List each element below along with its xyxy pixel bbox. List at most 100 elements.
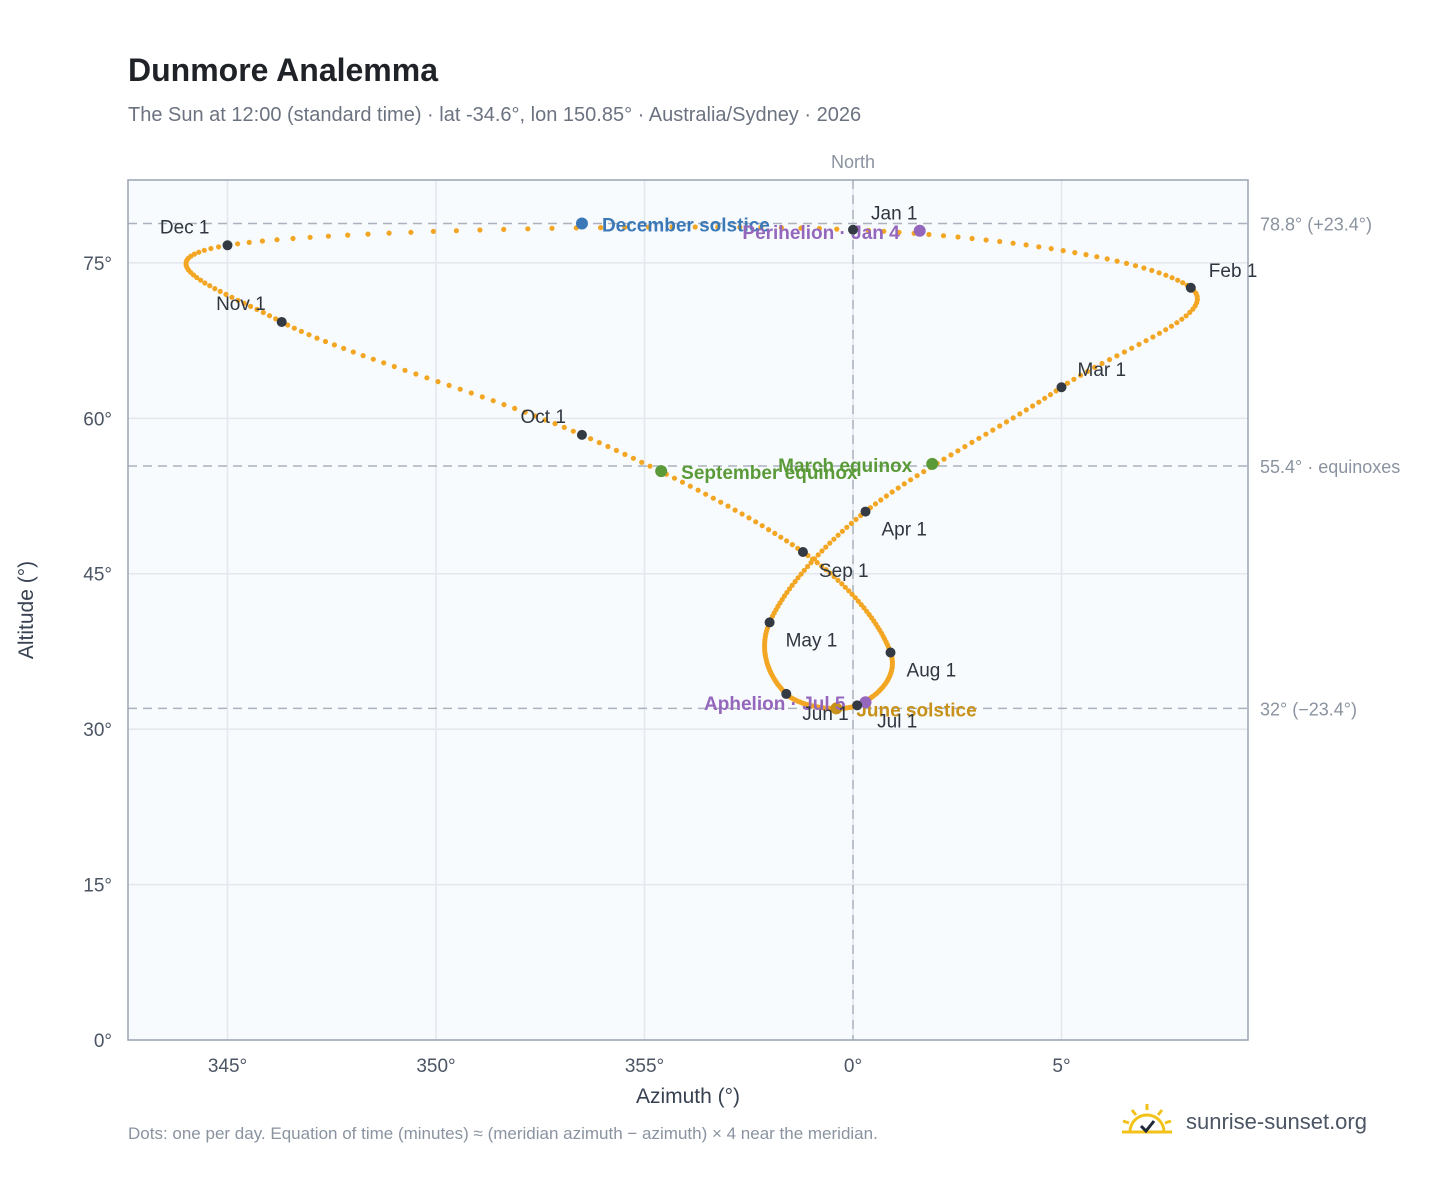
daily-dot [613,447,620,453]
daily-dot [391,363,397,370]
y-axis-ticks: 0° 15° 30° 45° 60° 75° [83,254,112,1052]
y-tick-label: 30° [83,720,112,741]
y-axis-label: Altitude (°) [15,561,38,659]
daily-dot [814,560,820,566]
daily-dot [896,229,902,235]
daily-dot [532,413,538,419]
month-point [852,700,863,711]
special-point-label: Perihelion · Jan 4 [742,223,900,244]
daily-dot [1174,320,1180,326]
daily-dot [1136,341,1142,347]
daily-dot [778,225,785,231]
daily-dot [630,455,637,461]
daily-dot [570,428,576,434]
x-tick-label: 355° [625,1056,664,1077]
daily-dot [1114,353,1120,359]
daily-dot [889,489,895,495]
daily-dot [201,247,207,253]
month-point [781,688,792,699]
brand-logo[interactable]: sunrise-sunset.org [1120,1102,1367,1142]
daily-dot [914,473,920,479]
daily-dot [798,225,804,231]
month-label: Dec 1 [160,217,210,238]
y-tick-label: 45° [83,565,112,586]
daily-dot [306,332,312,338]
daily-dot [955,234,961,240]
daily-dot [561,424,567,430]
month-point [222,240,233,251]
daily-dot [1036,399,1042,405]
daily-dot [855,598,861,604]
daily-dot [314,335,320,341]
daily-dot [341,345,347,351]
daily-dot [196,249,202,255]
daily-dot [872,501,879,507]
daily-dot [831,574,837,580]
reference-lines: 78.8° (+23.4°) 55.4° · equinoxes 32° (−23.… [128,215,1400,719]
daily-dot [823,544,829,550]
daily-dot [1132,263,1139,269]
reference-line-label: 55.4° · equinoxes [1260,457,1400,477]
daily-dot [969,439,975,445]
daily-dot [1030,403,1036,409]
month-label: Jun 1 [802,704,848,725]
daily-dot [1143,338,1149,344]
daily-dot [248,303,254,309]
daily-dot [1179,316,1185,322]
daily-dot [325,233,331,239]
month-point [860,506,871,517]
daily-dot [976,435,982,441]
y-tick-label: 75° [83,254,112,275]
daily-dot [962,444,968,450]
daily-dot [725,503,731,509]
x-tick-label: 350° [416,1056,455,1077]
daily-dot [839,528,846,534]
daily-dot [695,487,701,493]
month-label: Nov 1 [216,294,266,315]
daily-dot [848,520,855,527]
daily-dot [254,306,260,312]
x-tick-label: 5° [1052,1056,1070,1077]
daily-dot [646,224,652,230]
special-point [926,457,939,470]
daily-dot [746,515,752,521]
month-label: Feb 1 [1209,261,1258,282]
y-tick-label: 15° [83,876,112,897]
daily-dot [1121,349,1127,355]
daily-dot [522,409,528,415]
daily-dot [703,491,709,497]
daily-dot [639,459,645,465]
daily-dot [798,571,804,577]
daily-dot [758,224,764,230]
plot-frame [127,179,1249,1041]
month-point [576,429,587,440]
daily-dot [446,382,452,388]
north-label: North [831,152,875,172]
daily-dot [435,379,441,385]
daily-dot [795,575,801,581]
daily-dot [835,577,841,583]
special-point-label: Aphelion · Jul 5 [704,694,846,715]
daily-dot [1175,277,1181,283]
daily-dot [786,586,793,592]
daily-dot [921,469,927,475]
daily-dot [895,485,901,491]
daily-dot [241,300,247,306]
daily-dot [805,563,811,570]
daily-dot [1071,376,1077,382]
daily-dot [424,375,430,381]
daily-dot [789,582,795,588]
daily-dot [386,230,392,236]
daily-dot [223,291,229,297]
daily-dot [908,477,914,483]
daily-dot [525,226,531,232]
daily-dot [1094,254,1100,260]
daily-dot [990,427,996,433]
daily-dot [1183,313,1189,319]
month-label: Oct 1 [521,407,566,428]
daily-dot [718,499,724,505]
daily-dot [208,245,214,252]
daily-dot [753,519,759,525]
month-label: Aug 1 [907,660,957,681]
daily-dot [430,228,436,234]
